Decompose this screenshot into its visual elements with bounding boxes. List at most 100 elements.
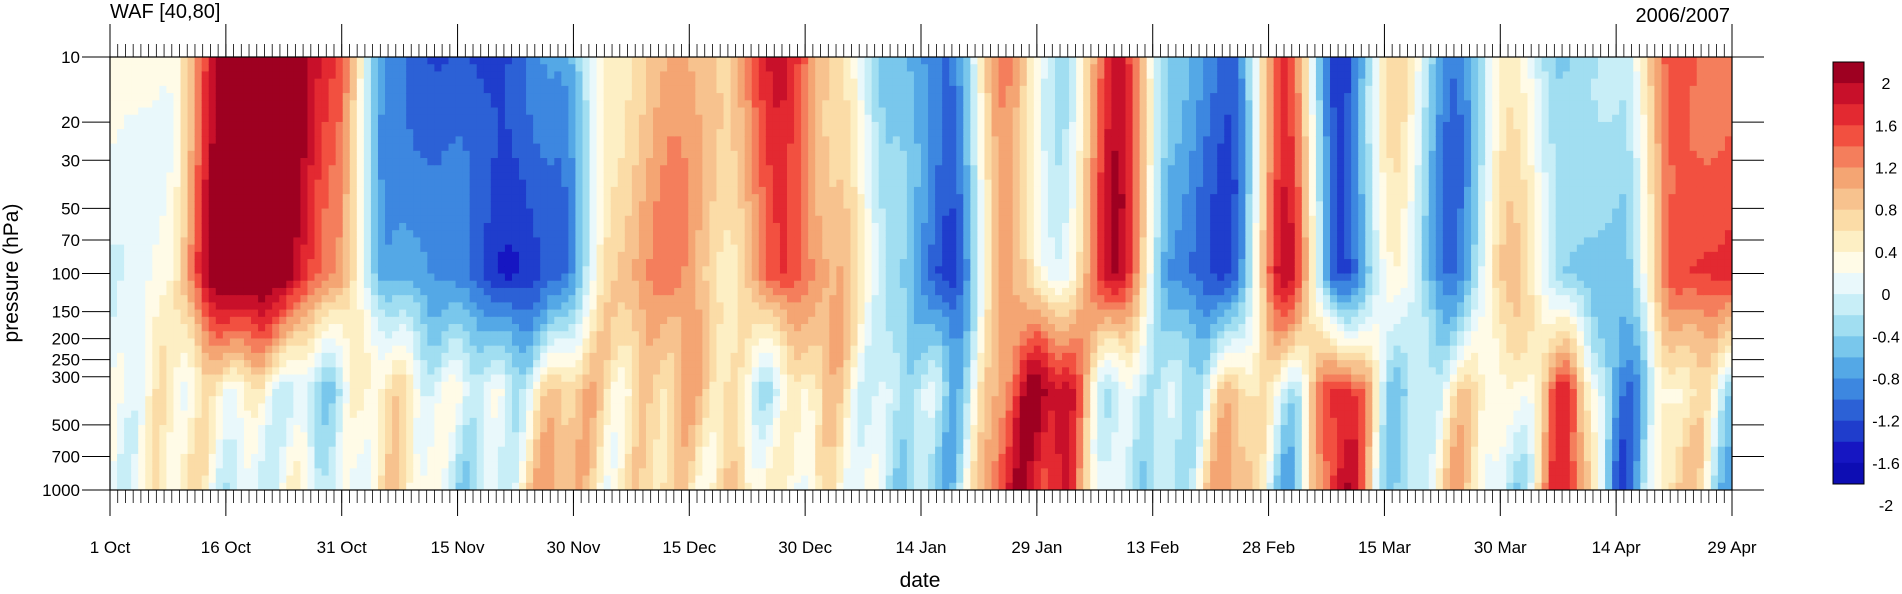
field-cell [392,179,400,188]
field-cell [504,381,513,390]
field-cell [638,381,647,390]
field-cell [441,324,450,332]
field-cell [653,208,661,217]
field-cell [653,331,661,340]
field-cell [469,259,478,267]
field-cell [356,121,365,130]
field-cell [208,461,217,469]
field-cell [519,179,527,188]
field-cell [194,259,203,267]
field-cell [251,273,259,282]
field-cell [222,410,231,419]
field-cell [166,482,175,490]
field-cell [173,410,182,419]
field-cell [385,396,393,404]
field-cell [575,338,584,347]
field-cell [180,172,189,181]
field-cell [335,215,344,224]
field-cell [420,345,428,354]
field-cell [483,165,492,174]
field-cell [483,107,492,116]
field-cell [342,446,351,455]
field-cell [617,165,626,174]
field-cell [610,417,619,426]
field-cell [582,367,591,376]
field-cell [265,381,273,390]
field-cell [110,374,118,383]
field-cell [201,295,210,303]
field-cell [568,273,577,282]
field-cell [356,360,365,368]
field-cell [328,186,337,195]
field-cell [370,107,379,116]
field-cell [124,309,132,318]
field-cell [413,417,421,426]
field-cell [519,237,527,246]
field-cell [547,287,555,296]
field-cell [455,432,464,441]
field-cell [638,388,647,397]
field-cell [314,71,323,80]
field-cell [208,446,217,455]
field-cell [110,338,118,347]
field-cell [363,287,372,296]
field-cell [272,482,280,490]
field-cell [568,57,577,65]
field-cell [236,215,245,224]
field-cell [356,259,365,267]
field-cell [554,273,562,282]
field-cell [370,179,379,188]
field-cell [286,345,294,354]
field-cell [279,468,287,477]
field-cell [377,85,386,94]
field-cell [236,432,245,441]
field-cell [166,446,175,455]
field-cell [110,302,118,311]
field-cell [631,172,640,181]
field-cell [462,280,471,289]
field-cell [526,273,534,282]
field-cell [180,186,189,195]
field-cell [131,396,139,404]
field-cell [631,453,640,462]
field-cell [328,165,337,174]
field-cell [265,179,273,188]
field-cell [117,136,125,145]
field-cell [624,71,633,80]
field-cell [399,425,407,433]
field-cell [483,302,492,311]
field-cell [208,345,217,354]
field-cell [631,396,640,404]
field-cell [110,417,118,426]
field-cell [138,461,146,469]
field-cell [490,367,499,376]
field-cell [462,446,471,455]
field-cell [504,352,513,361]
field-cell [645,324,654,332]
field-cell [110,93,118,101]
field-cell [575,381,584,390]
field-cell [159,475,168,484]
field-cell [476,453,485,462]
field-cell [321,461,330,469]
field-cell [455,381,464,390]
field-cell [180,374,189,383]
field-cell [420,403,428,412]
field-cell [279,316,287,325]
field-cell [349,425,358,433]
field-cell [236,150,245,159]
field-cell [208,78,217,87]
field-cell [166,237,175,246]
field-cell [441,417,450,426]
field-cell [201,251,210,260]
field-cell [427,432,435,441]
field-cell [356,381,365,390]
field-cell [180,273,189,282]
field-cell [462,324,471,332]
field-cell [258,287,266,296]
field-cell [222,230,231,239]
field-cell [138,388,146,397]
field-cell [307,381,316,390]
field-cell [236,396,245,404]
field-cell [448,388,457,397]
